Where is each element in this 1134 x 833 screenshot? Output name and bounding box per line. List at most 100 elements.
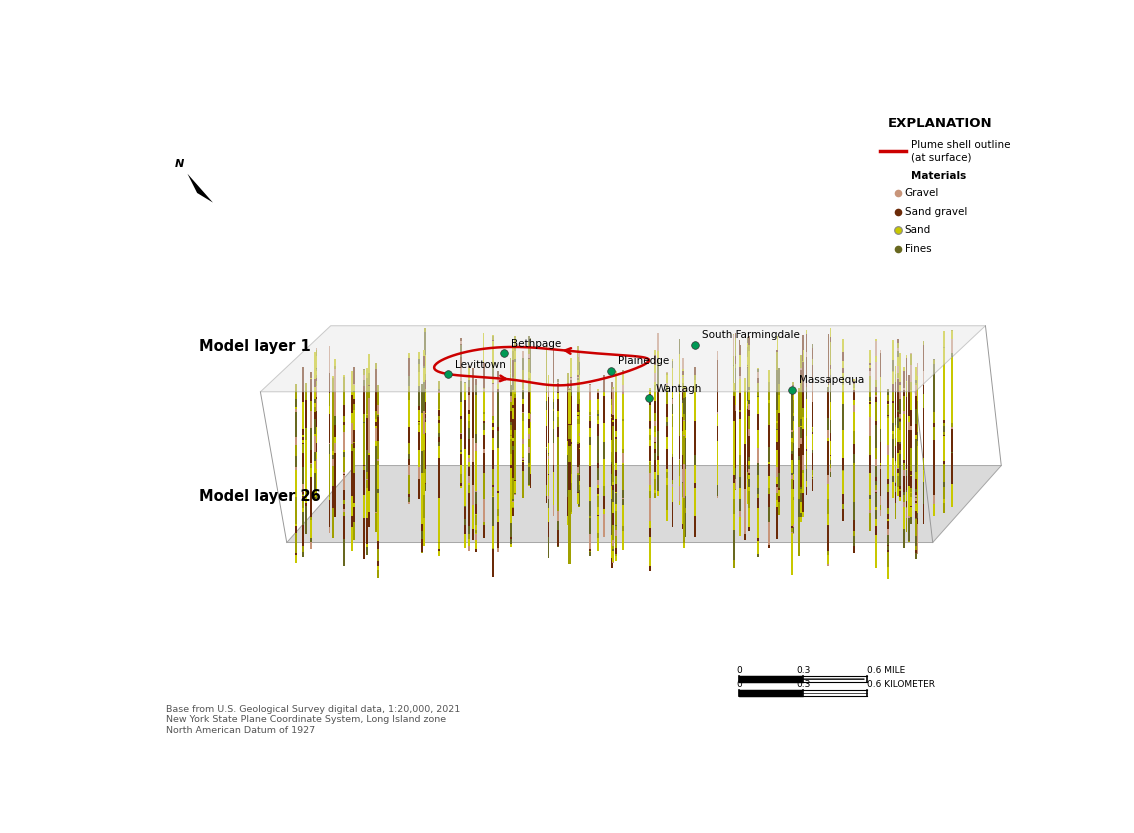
Bar: [303, 429, 304, 435]
Bar: [777, 467, 778, 477]
Bar: [880, 511, 881, 516]
Bar: [792, 490, 794, 495]
Bar: [603, 459, 606, 486]
Bar: [951, 339, 953, 353]
Bar: [694, 455, 696, 465]
Bar: [874, 402, 877, 418]
Bar: [892, 492, 894, 497]
Bar: [509, 536, 511, 539]
Bar: [332, 486, 335, 508]
Bar: [483, 448, 485, 453]
Bar: [777, 397, 778, 401]
Bar: [439, 503, 440, 519]
Bar: [460, 465, 462, 466]
Bar: [827, 564, 829, 566]
Bar: [603, 423, 606, 434]
Bar: [423, 391, 424, 392]
Bar: [790, 451, 793, 454]
Bar: [376, 415, 379, 416]
Bar: [569, 441, 572, 444]
Bar: [777, 491, 778, 499]
Bar: [906, 396, 907, 397]
Bar: [475, 451, 477, 480]
Bar: [344, 516, 346, 524]
Bar: [943, 431, 945, 435]
Bar: [332, 388, 335, 417]
Bar: [717, 392, 718, 412]
Bar: [376, 459, 379, 461]
Bar: [903, 415, 905, 460]
Bar: [748, 487, 751, 491]
Bar: [843, 509, 844, 520]
Bar: [366, 450, 367, 472]
Bar: [739, 442, 741, 450]
Bar: [344, 474, 346, 476]
Bar: [802, 377, 803, 378]
Bar: [611, 504, 613, 513]
Bar: [483, 460, 484, 474]
Bar: [812, 402, 813, 427]
Bar: [671, 368, 674, 397]
Bar: [460, 486, 462, 488]
Bar: [717, 360, 718, 392]
Bar: [895, 382, 897, 399]
Bar: [423, 473, 425, 495]
Bar: [375, 362, 378, 369]
Bar: [951, 411, 953, 423]
Bar: [509, 438, 511, 439]
Bar: [923, 464, 924, 471]
Bar: [492, 385, 493, 392]
Bar: [590, 386, 592, 400]
Bar: [363, 469, 365, 470]
Bar: [522, 395, 524, 398]
Bar: [748, 468, 750, 469]
Bar: [310, 379, 312, 387]
Bar: [911, 448, 912, 471]
Bar: [875, 468, 877, 470]
Bar: [895, 486, 897, 491]
Bar: [654, 402, 655, 403]
Bar: [475, 443, 477, 451]
Bar: [828, 417, 829, 426]
Bar: [916, 363, 919, 377]
Bar: [735, 368, 736, 391]
Bar: [756, 472, 759, 476]
Bar: [827, 484, 829, 486]
Bar: [603, 486, 606, 496]
Bar: [666, 417, 668, 422]
Bar: [827, 505, 829, 514]
Bar: [577, 444, 578, 454]
Bar: [802, 411, 803, 419]
Bar: [615, 452, 617, 462]
Bar: [853, 444, 855, 454]
Bar: [915, 479, 917, 489]
Bar: [843, 457, 844, 470]
Bar: [874, 466, 877, 475]
Bar: [906, 507, 907, 508]
Bar: [853, 396, 855, 400]
Bar: [733, 396, 735, 421]
Bar: [363, 476, 365, 496]
Bar: [418, 479, 420, 499]
Bar: [748, 429, 751, 436]
Bar: [623, 371, 624, 372]
Bar: [797, 461, 799, 488]
Bar: [658, 491, 659, 496]
Bar: [310, 411, 312, 427]
Bar: [739, 414, 741, 419]
Bar: [569, 444, 572, 453]
Bar: [528, 354, 530, 358]
Bar: [666, 466, 668, 469]
Bar: [369, 354, 370, 373]
Bar: [577, 357, 578, 370]
Bar: [777, 347, 778, 357]
Bar: [472, 368, 474, 395]
Bar: [748, 392, 750, 399]
Bar: [870, 472, 871, 495]
Bar: [853, 452, 855, 456]
Bar: [366, 415, 367, 418]
Bar: [472, 457, 474, 462]
Bar: [408, 455, 409, 459]
Bar: [569, 397, 572, 400]
Bar: [899, 486, 902, 489]
